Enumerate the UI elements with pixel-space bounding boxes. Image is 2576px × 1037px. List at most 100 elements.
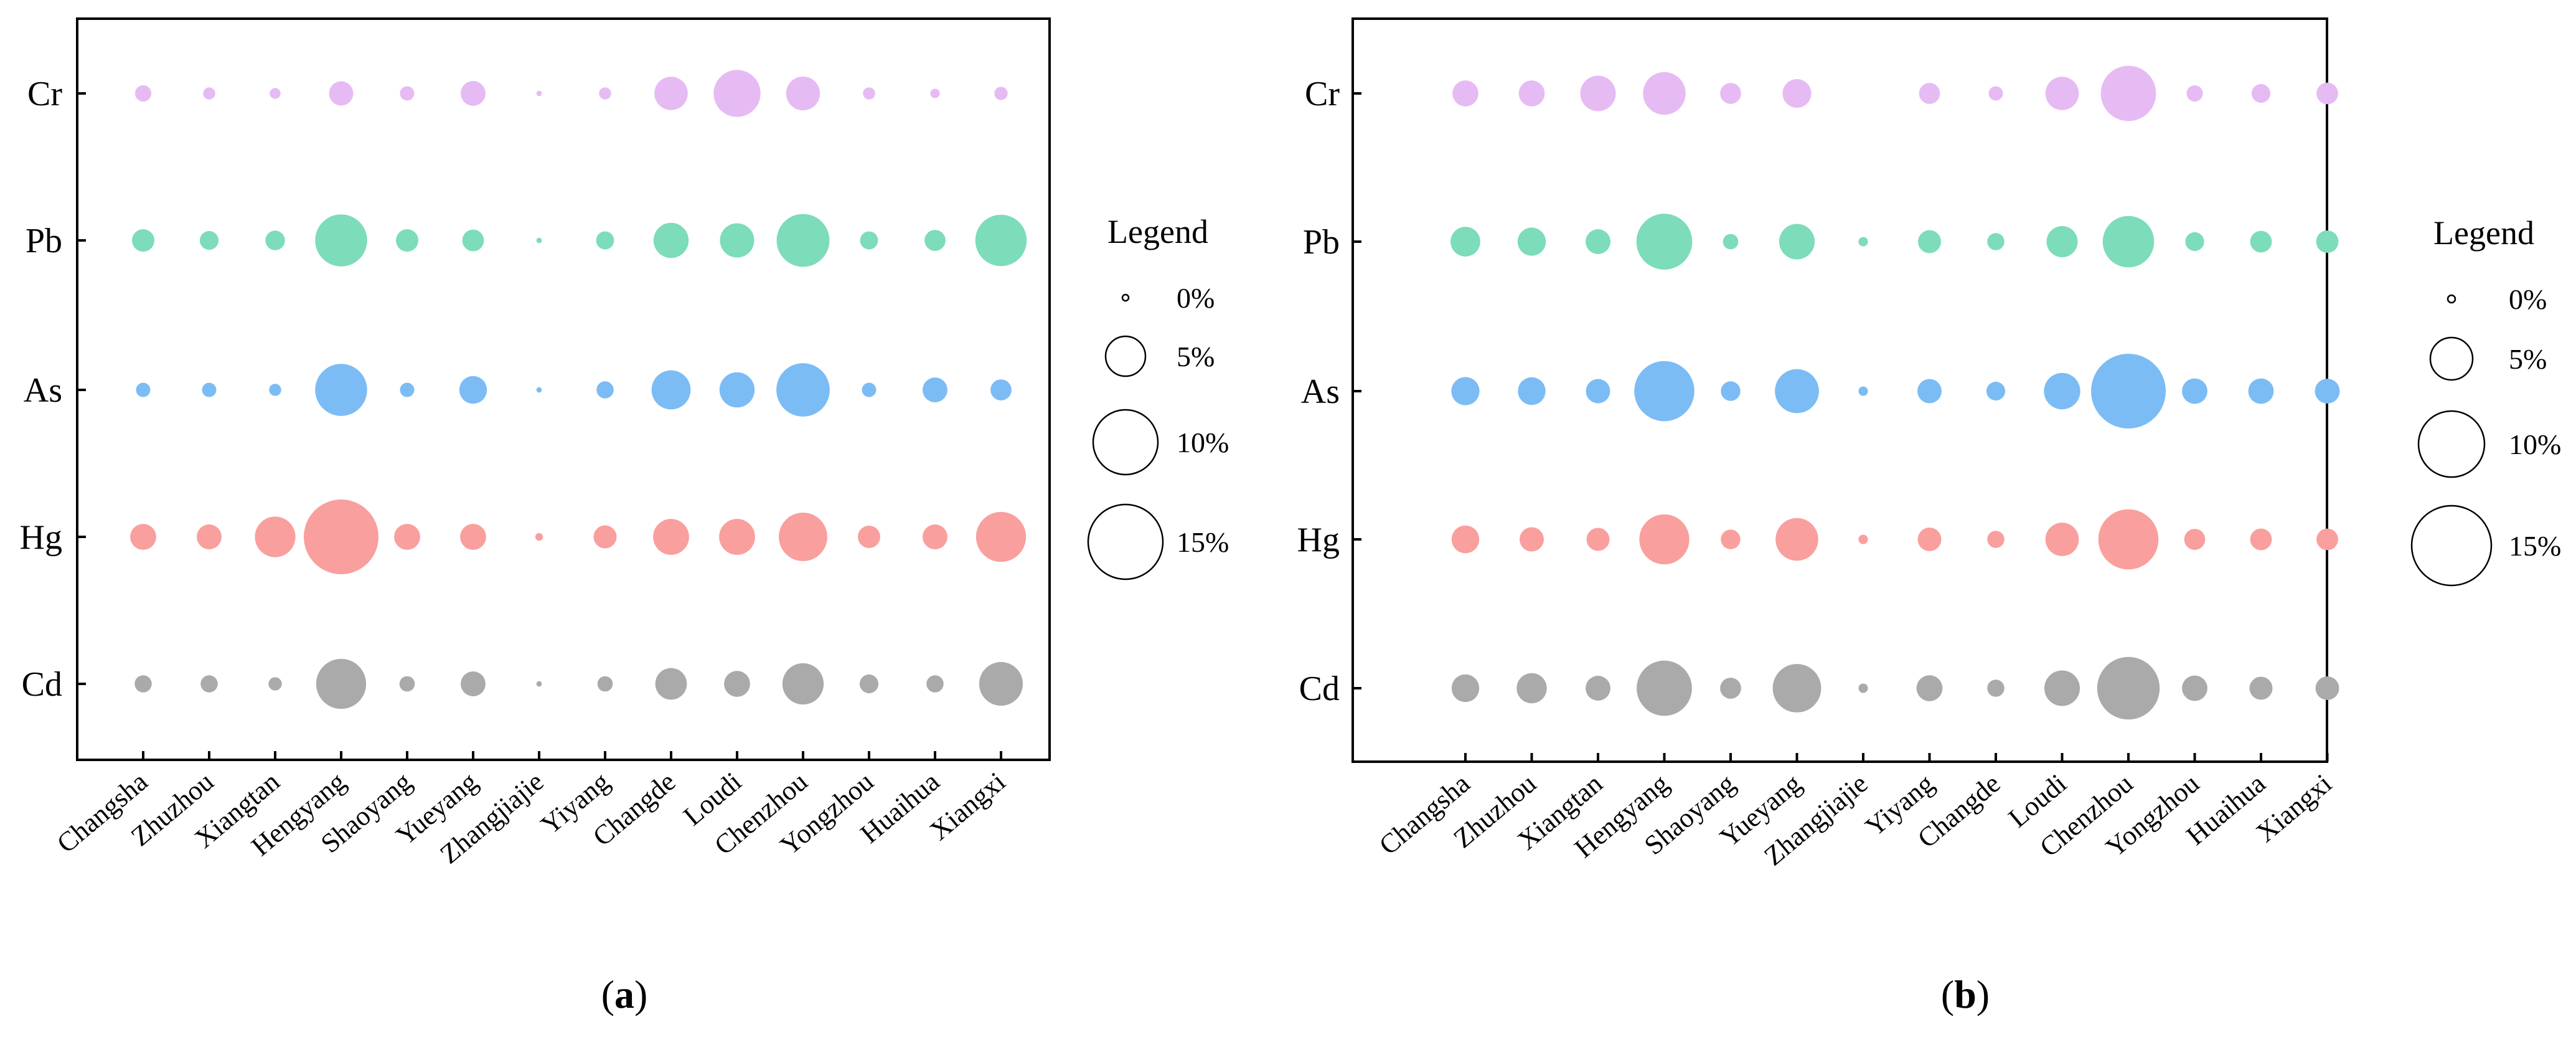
bubble-cd-changsha xyxy=(1451,674,1480,703)
bubble-hg-huaihua xyxy=(923,524,947,549)
bubble-cr-hengyang xyxy=(1643,72,1686,115)
bubble-cd-shaoyang xyxy=(1720,678,1741,699)
bubble-pb-xiangxi xyxy=(2316,230,2339,253)
bubble-cr-huaihua xyxy=(930,88,940,98)
bubble-pb-xiangtan xyxy=(1586,229,1610,254)
bubble-cr-yongzhou xyxy=(2186,85,2203,102)
bubble-cr-hengyang xyxy=(329,81,354,106)
bubble-hg-chenzhou xyxy=(2098,509,2159,570)
bubble-hg-shaoyang xyxy=(1721,529,1741,549)
bubble-hg-yiyang xyxy=(593,525,617,549)
bubble-hg-xiangtan xyxy=(1586,528,1610,551)
bubble-pb-hengyang xyxy=(1636,214,1693,270)
bubble-pb-chenzhou xyxy=(2102,215,2155,268)
bubble-cd-yueyang xyxy=(1772,664,1822,713)
bubble-hg-huaihua xyxy=(2250,528,2272,551)
bubble-as-shaoyang xyxy=(400,382,415,397)
bubble-cd-xiangtan xyxy=(1586,676,1610,701)
y-tick-label-cd: Cd xyxy=(1299,670,1340,708)
legend-circle-10 xyxy=(2417,410,2486,478)
bubble-cd-loudi xyxy=(2044,670,2080,706)
bubble-cr-yueyang xyxy=(461,81,486,106)
bubble-hg-zhangjiajie xyxy=(535,533,543,541)
bubble-pb-changde xyxy=(1987,233,2005,250)
x-tick-label-changsha: Changsha xyxy=(1373,768,1475,861)
bubble-pb-loudi xyxy=(720,223,754,258)
bubble-cd-xiangtan xyxy=(268,677,282,691)
bubble-cr-chenzhou xyxy=(2100,65,2156,121)
bubble-pb-huaihua xyxy=(2250,230,2272,253)
legend-circle-5 xyxy=(2429,336,2474,381)
plot-frame xyxy=(76,17,1051,761)
legend: Legend 0% 5% 10% 15% xyxy=(1087,213,1229,580)
bubble-hg-xiangxi xyxy=(975,511,1027,562)
bubble-as-hengyang xyxy=(1634,361,1695,422)
bubble-hg-yongzhou xyxy=(858,526,880,548)
bubble-cd-loudi xyxy=(724,671,750,697)
x-tick-label-xiangxi: Xiangxi xyxy=(924,766,1011,846)
bubble-cd-changsha xyxy=(134,675,152,693)
bubble-as-yueyang xyxy=(459,376,487,404)
bubble-as-zhangjiajie xyxy=(536,387,542,393)
x-tick-label-xiangxi: Xiangxi xyxy=(2250,768,2338,848)
plot-frame xyxy=(1351,17,2328,763)
bubble-cr-changsha xyxy=(1452,80,1478,107)
bubble-hg-loudi xyxy=(719,519,755,555)
bubble-pb-zhangjiajie xyxy=(536,237,542,244)
bubble-pb-changde xyxy=(653,222,689,258)
bubble-cr-zhangjiajie xyxy=(536,90,542,97)
bubble-as-yongzhou xyxy=(862,382,877,397)
bubble-pb-zhuzhou xyxy=(199,230,219,250)
y-tick-label-hg: Hg xyxy=(1297,521,1340,559)
bubble-pb-xiangxi xyxy=(975,214,1027,267)
bubble-cd-xiangxi xyxy=(2315,676,2339,700)
bubble-cd-zhangjiajie xyxy=(536,681,542,687)
bubble-hg-zhangjiajie xyxy=(1858,534,1868,544)
bubble-hg-yueyang xyxy=(460,524,486,550)
y-tick-label-pb: Pb xyxy=(26,222,62,260)
bubble-cd-chenzhou xyxy=(782,663,824,705)
legend-circle-15 xyxy=(2410,504,2493,587)
bubble-hg-yongzhou xyxy=(2184,529,2206,550)
bubble-as-shaoyang xyxy=(1721,381,1741,401)
bubble-pb-changsha xyxy=(132,229,154,252)
bubble-as-changsha xyxy=(136,382,151,397)
bubble-pb-shaoyang xyxy=(1723,234,1739,250)
panel-a: CrPbAsHgCdChangshaZhuzhouXiangtanHengyan… xyxy=(20,17,1229,1016)
bubble-as-yiyang xyxy=(1917,379,1942,404)
panel-label: (b) xyxy=(1941,972,1990,1016)
bubble-hg-changde xyxy=(653,519,689,555)
bubble-as-loudi xyxy=(719,372,755,408)
bubble-cd-yongzhou xyxy=(859,674,879,694)
bubble-cr-yueyang xyxy=(1782,78,1812,108)
bubble-pb-changsha xyxy=(1450,227,1480,257)
bubble-hg-changde xyxy=(1987,531,2005,548)
bubble-cr-changde xyxy=(1988,86,2003,101)
bubble-hg-hengyang xyxy=(304,500,378,574)
legend-label-10: 10% xyxy=(2509,429,2561,460)
bubble-hg-yiyang xyxy=(1917,528,1942,551)
bubble-cr-changde xyxy=(654,77,688,110)
bubble-as-changsha xyxy=(1451,377,1480,405)
bubble-hg-shaoyang xyxy=(394,524,420,550)
bubble-as-huaihua xyxy=(923,377,947,402)
x-tick-label-changsha: Changsha xyxy=(51,766,153,859)
bubble-cr-yiyang xyxy=(599,87,611,100)
bubble-hg-zhuzhou xyxy=(1520,527,1544,552)
bubble-pb-zhangjiajie xyxy=(1858,237,1868,247)
bubble-cd-xiangxi xyxy=(979,661,1023,706)
legend-title: Legend xyxy=(1107,213,1208,250)
legend-label-15: 15% xyxy=(2509,530,2561,562)
bubble-cr-loudi xyxy=(713,70,761,117)
y-tick-label-as: As xyxy=(1301,372,1340,411)
bubble-pb-hengyang xyxy=(315,214,367,267)
bubble-cr-shaoyang xyxy=(400,86,415,101)
bubble-pb-zhuzhou xyxy=(1517,227,1546,256)
bubble-pb-shaoyang xyxy=(396,229,418,252)
bubble-cr-changsha xyxy=(134,85,152,102)
bubble-hg-yueyang xyxy=(1775,518,1818,561)
bubble-cd-chenzhou xyxy=(2097,656,2160,720)
bubble-cr-yongzhou xyxy=(863,87,875,100)
bubble-pb-yiyang xyxy=(596,231,614,250)
panel-label: (a) xyxy=(601,972,648,1016)
